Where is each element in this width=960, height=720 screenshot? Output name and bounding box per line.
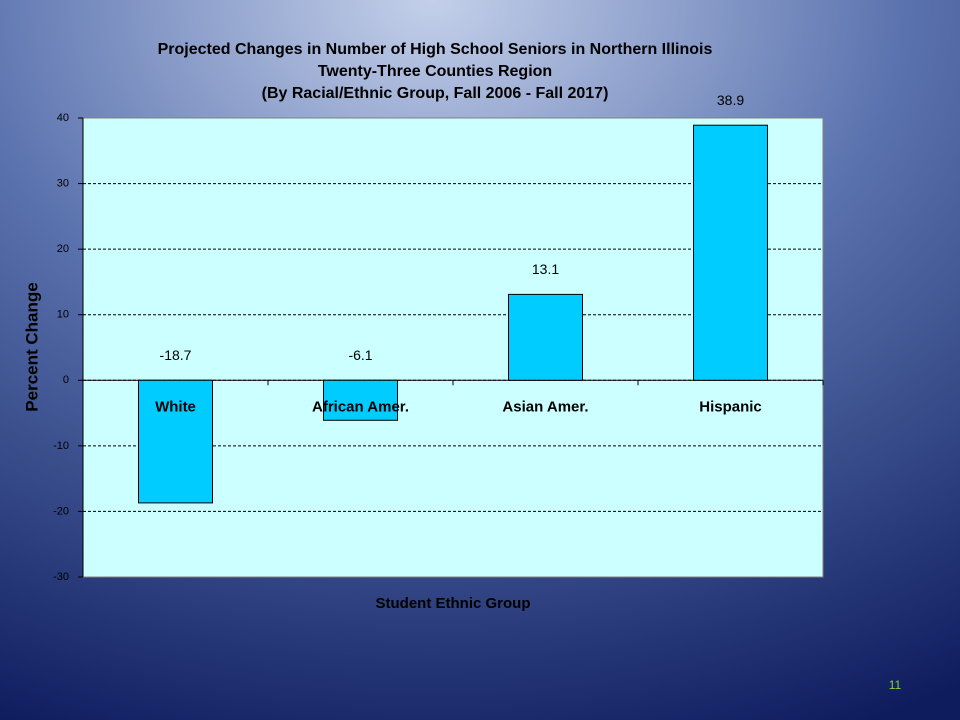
y-tick-label: 20 [57,243,69,255]
data-label: 38.9 [717,92,744,108]
y-axis-label: Percent Change [22,282,41,411]
y-tick-label: -30 [53,571,69,583]
chart-title: (By Racial/Ethnic Group, Fall 2006 - Fal… [262,85,609,102]
y-tick-label: 40 [57,112,69,124]
y-tick-label: -20 [53,505,69,517]
y-tick-label: 0 [63,374,69,386]
x-axis-label: Student Ethnic Group [376,595,531,612]
data-label: -18.7 [160,347,192,363]
y-tick-label: 30 [57,177,69,189]
data-label: 13.1 [532,261,559,277]
bar [508,293,583,381]
y-tick-label: -10 [53,440,69,452]
x-tick-label: Asian Amer. [502,398,588,415]
chart-title: Twenty-Three Counties Region [318,63,552,80]
bar [693,124,768,381]
x-tick-label: White [155,398,196,415]
bar [323,379,398,421]
data-label: -6.1 [348,347,372,363]
page-number: 11 [889,678,902,692]
y-tick-label: 10 [57,309,69,321]
bar [138,379,213,504]
x-tick-label: Hispanic [699,398,762,415]
chart-title: Projected Changes in Number of High Scho… [158,41,713,58]
x-tick-label: African Amer. [312,398,409,415]
